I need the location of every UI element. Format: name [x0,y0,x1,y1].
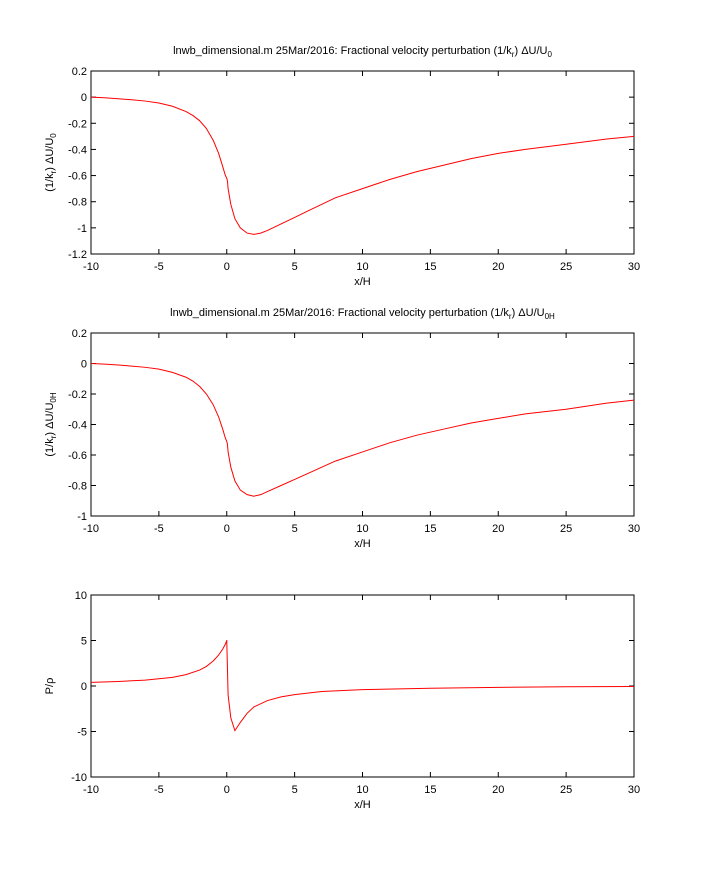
chart-title: lnwb_dimensional.m 25Mar/2016: Fractiona… [173,45,552,59]
x-tick-label: 10 [356,261,368,273]
y-tick-label: -1 [77,223,87,235]
x-tick-label: -10 [83,261,99,273]
y-tick-label: -0.2 [68,118,87,130]
y-tick-label: 0.2 [72,328,87,340]
y-tick-label: -1.2 [68,249,87,261]
y-tick-label: 0 [81,92,87,104]
y-tick-label: 0 [81,681,87,693]
x-tick-label: -5 [154,261,164,273]
x-tick-label: 10 [356,784,368,796]
x-tick-label: -10 [83,523,99,535]
y-tick-label: 0.2 [72,66,87,78]
x-tick-label: 0 [224,523,230,535]
x-tick-label: 5 [292,523,298,535]
axes-box [90,594,635,778]
chart-panel-2: -10 -5 0 5 10 15 20 25 30 0.2 0 -0.2 -0.4 -0.6 -0.8 -1 x… [44,307,640,550]
x-tick-label: 20 [492,261,504,273]
x-tick-label: 15 [424,523,436,535]
x-tick-label: -10 [83,784,99,796]
y-tick-label: -0.6 [68,171,87,183]
x-tick-label: 25 [560,523,572,535]
chart-panel-1: -10 -5 0 5 10 15 20 25 30 0.2 0 -0.2 -0.4 -0.6 -0.8 -1 -… [44,45,640,288]
x-tick-label: -5 [154,523,164,535]
y-tick-label: -5 [77,727,87,739]
y-tick-label: -0.6 [68,450,87,462]
y-axis-label: (1/kr) ΔU/U0 [44,133,58,192]
chart-panel-3: -10 -5 0 5 10 15 20 25 30 10 5 0 -5 -10 x/H P/ρ [44,590,640,811]
x-tick-label: 10 [356,523,368,535]
series-line-1 [90,363,635,497]
x-tick-label: 30 [628,261,640,273]
x-axis-label: x/H [354,799,371,811]
x-tick-label: -5 [154,784,164,796]
x-tick-label: 20 [492,523,504,535]
x-tick-label: 20 [492,784,504,796]
x-tick-label: 0 [224,261,230,273]
x-tick-label: 0 [224,784,230,796]
y-tick-label: -10 [71,772,87,784]
chart-title: lnwb_dimensional.m 25Mar/2016: Fractiona… [170,307,555,321]
x-axis-label: x/H [354,276,371,288]
axes-box [90,332,635,517]
y-tick-label: -0.4 [68,144,87,156]
x-tick-label: 25 [560,261,572,273]
y-tick-label: -0.2 [68,389,87,401]
y-tick-label: 0 [81,359,87,371]
y-axis-label: (1/kr) ΔU/U0H [44,392,58,456]
x-tick-label: 15 [424,784,436,796]
y-tick-label: 5 [81,636,87,648]
y-tick-label: -0.4 [68,420,87,432]
y-tick-label: 10 [75,590,87,602]
y-axis-label: P/ρ [44,678,56,695]
axes-box [90,70,635,255]
y-tick-label: -0.8 [68,481,87,493]
x-tick-label: 30 [628,523,640,535]
y-tick-label: -0.8 [68,197,87,209]
x-tick-label: 30 [628,784,640,796]
x-axis-label: x/H [354,538,371,550]
series-line-1 [90,640,635,732]
y-tick-label: -1 [77,511,87,523]
x-tick-label: 25 [560,784,572,796]
x-tick-label: 5 [292,261,298,273]
series-line-1 [90,96,635,235]
x-tick-label: 15 [424,261,436,273]
x-tick-label: 5 [292,784,298,796]
